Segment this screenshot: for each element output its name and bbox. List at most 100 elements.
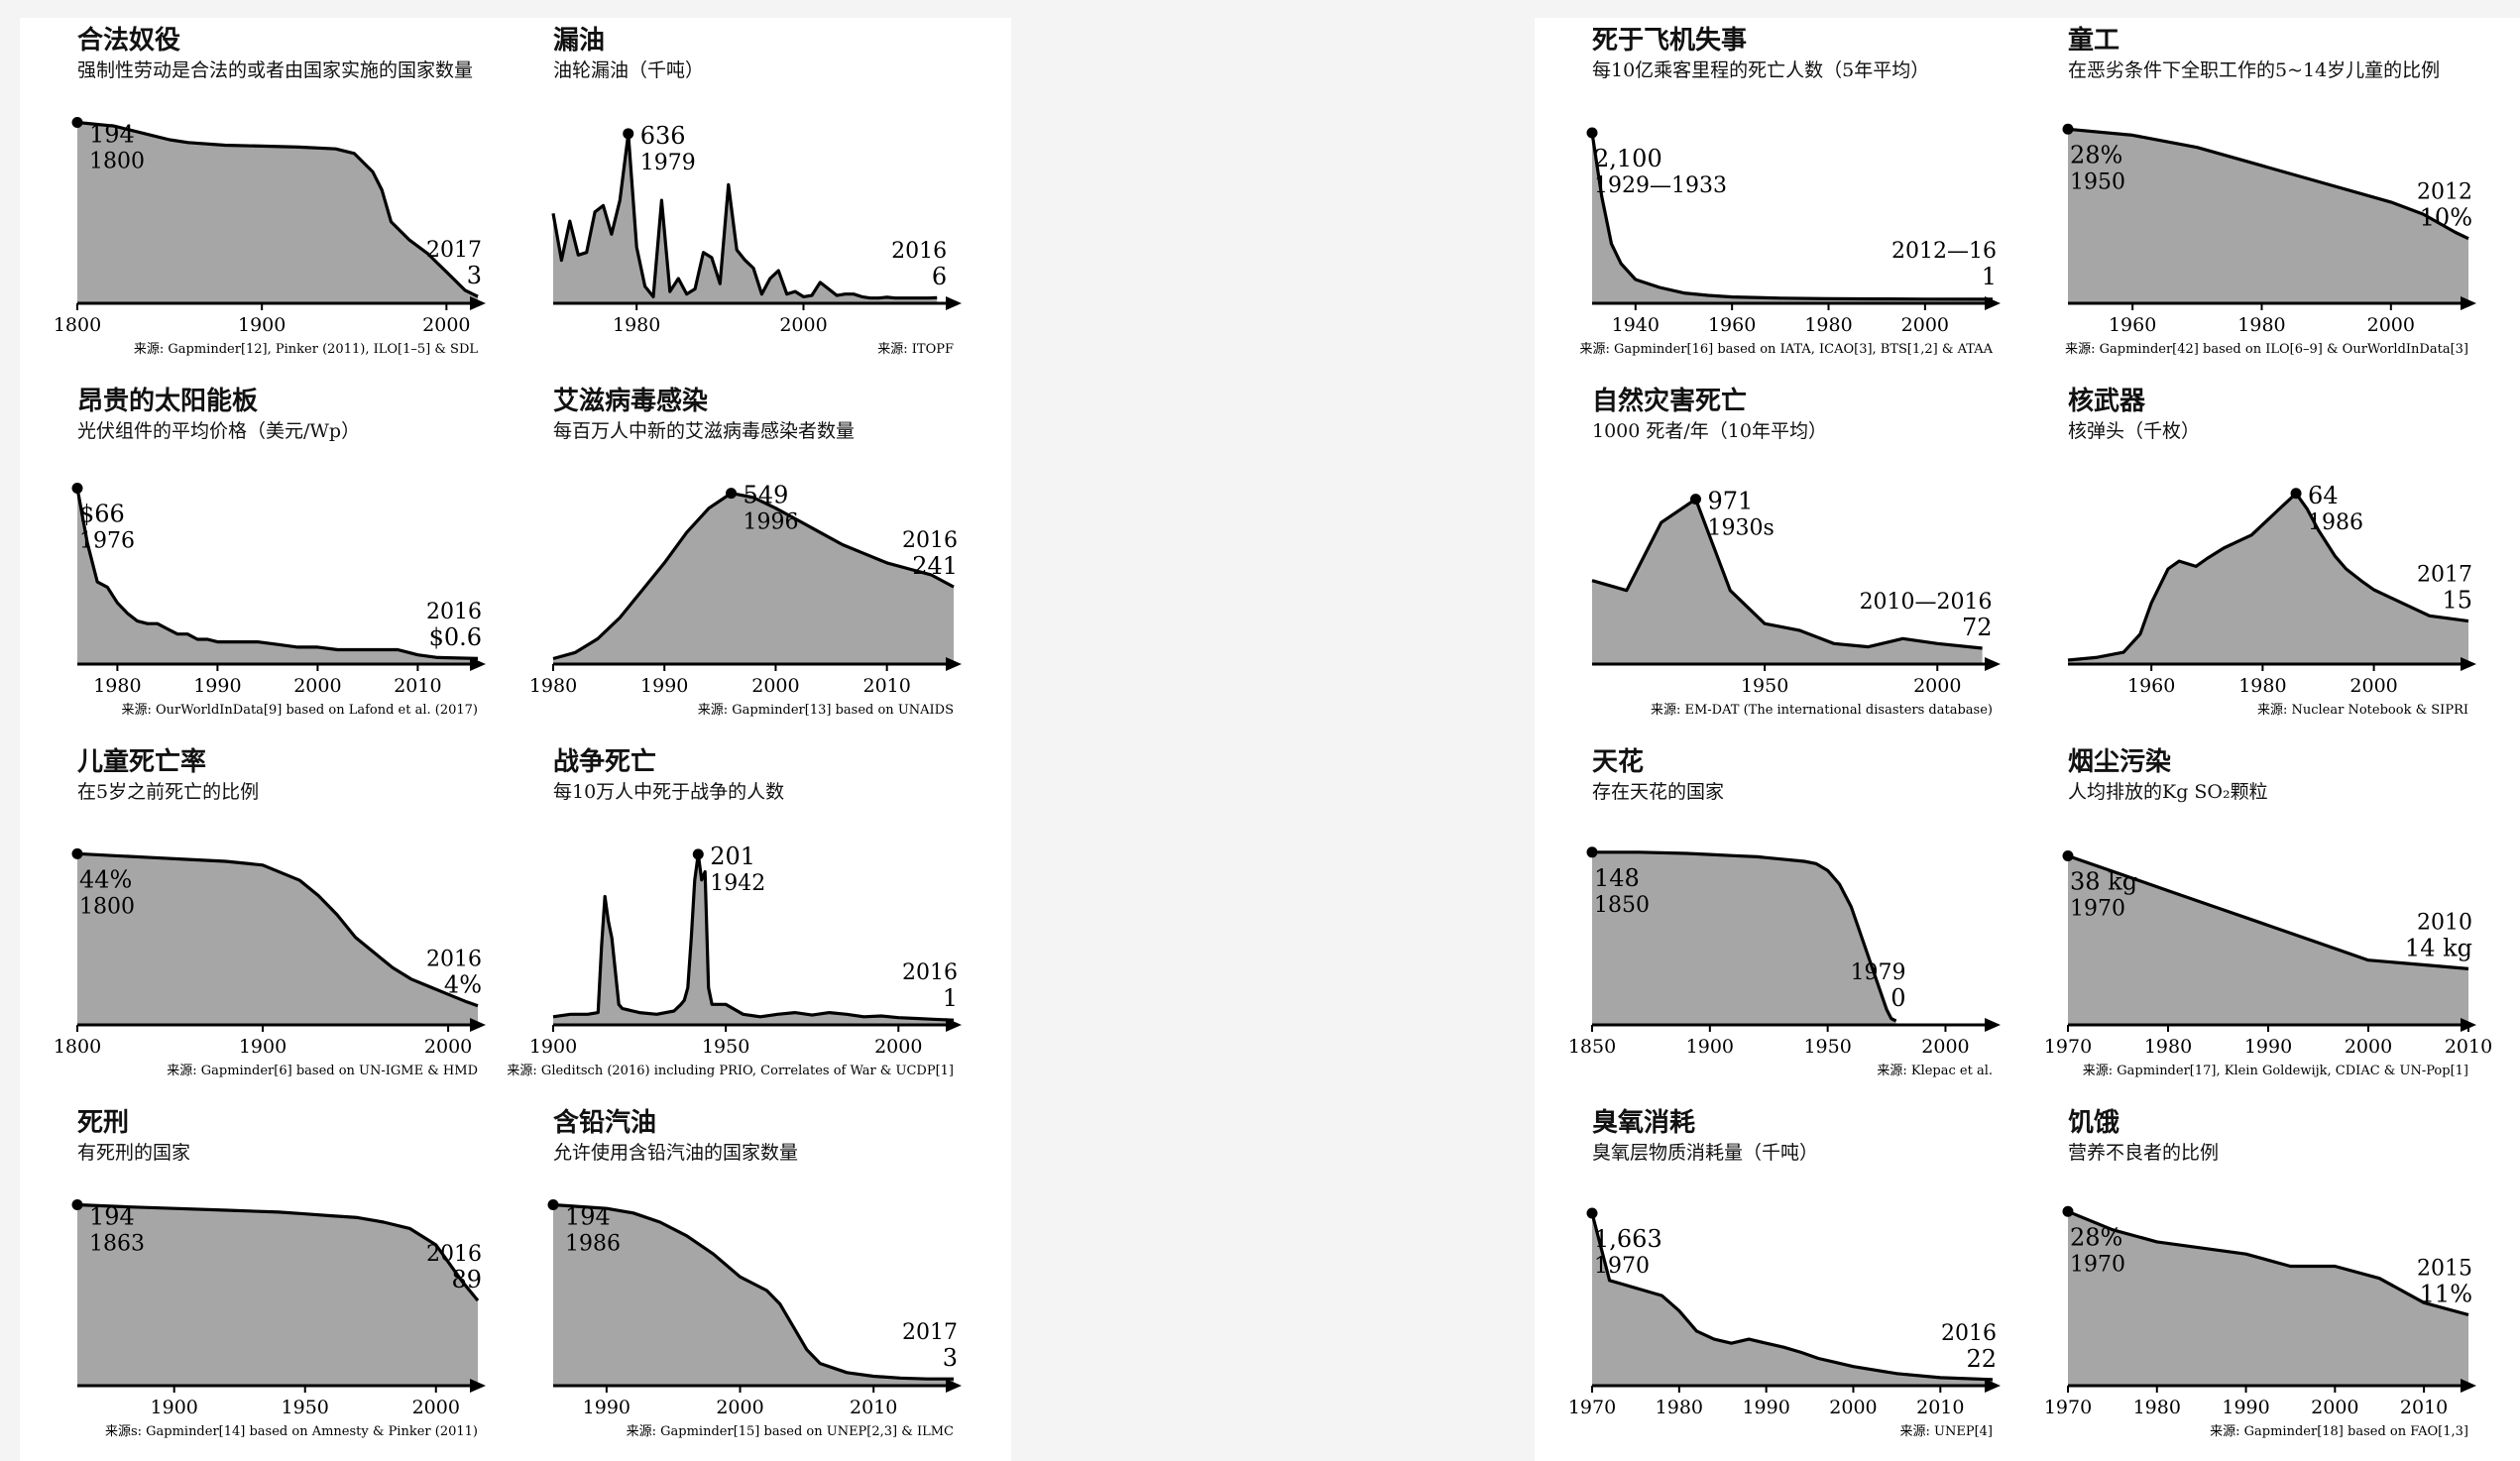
chart-panel-solar: 昂贵的太阳能板 光伏组件的平均价格（美元/Wp） 1980 1990 2000 2010 $… xyxy=(20,379,486,731)
x-tick-label: 2000 xyxy=(422,314,470,336)
highlight-year: 1850 xyxy=(1594,893,1650,918)
x-axis-arrow xyxy=(946,1379,962,1393)
x-tick-label: 1950 xyxy=(702,1036,749,1058)
chart-source: 来源: Gleditsch (2016) including PRIO, Cor… xyxy=(507,1064,954,1078)
left-page: 合法奴役 强制性劳动是合法的或者由国家实施的国家数量 1800 1900 2000 194… xyxy=(20,18,1011,1461)
x-axis-arrow xyxy=(470,296,486,310)
x-tick-label: 1990 xyxy=(640,675,688,697)
chart-subtitle: 存在天花的国家 xyxy=(1592,781,1725,803)
chart-title: 臭氧消耗 xyxy=(1592,1108,1696,1138)
chart-source: 来源: ITOPF xyxy=(877,342,954,357)
highlight-year: 1970 xyxy=(1594,1254,1650,1279)
highlight-dot xyxy=(71,117,83,129)
chart-source: 来源: Gapminder[42] based on ILO[6–9] & Ou… xyxy=(2065,342,2468,357)
end-year: 2012 xyxy=(2417,180,2472,205)
chart-source: 来源: Gapminder[18] based on FAO[1,3] xyxy=(2210,1424,2468,1439)
highlight-dot xyxy=(726,488,738,500)
end-value: $0.6 xyxy=(429,623,482,651)
x-tick-label: 1800 xyxy=(54,1036,101,1058)
highlight-value: 28% xyxy=(2070,141,2122,169)
series-area xyxy=(2068,855,2468,1025)
x-tick-label: 2000 xyxy=(751,675,799,697)
end-value: 89 xyxy=(451,1266,482,1293)
series-line xyxy=(1590,132,1994,301)
x-tick-label: 2000 xyxy=(412,1397,460,1418)
end-year: 2016 xyxy=(426,1242,482,1267)
x-tick-label: 1850 xyxy=(1568,1036,1616,1058)
chart-title: 合法奴役 xyxy=(77,26,181,56)
series-line xyxy=(76,851,479,1008)
highlight-year: 1970 xyxy=(2070,897,2125,922)
highlight-value: 148 xyxy=(1594,864,1640,892)
x-tick-label: 1980 xyxy=(613,314,660,336)
end-value: 3 xyxy=(467,262,482,289)
x-tick-label: 1980 xyxy=(93,675,141,697)
highlight-year: 1986 xyxy=(2308,510,2363,535)
end-year: 1979 xyxy=(1851,960,1906,985)
x-tick-label: 1960 xyxy=(2127,675,2175,697)
end-year: 2017 xyxy=(426,238,482,263)
x-tick-label: 2000 xyxy=(1921,1036,1969,1058)
x-tick-label: 2000 xyxy=(2311,1397,2358,1418)
chart-title: 死于飞机失事 xyxy=(1592,26,1748,56)
highlight-year: 1970 xyxy=(2070,1252,2125,1277)
end-year: 2017 xyxy=(902,1320,958,1345)
highlight-value: 44% xyxy=(79,865,132,893)
chart-title: 死刑 xyxy=(77,1108,130,1138)
series-line xyxy=(2067,1209,2469,1317)
chart-title: 烟尘污染 xyxy=(2068,747,2172,777)
x-tick-label: 1980 xyxy=(1804,314,1852,336)
x-axis-arrow xyxy=(1985,657,2001,671)
right-page: 死于飞机失事 每10亿乘客里程的死亡人数（5年平均） 1940 1960 1980 200… xyxy=(1535,18,2520,1461)
highlight-year: 1986 xyxy=(565,1232,621,1257)
x-tick-label: 2000 xyxy=(1913,675,1961,697)
x-tick-label: 2010 xyxy=(2445,1036,2492,1058)
highlight-dot xyxy=(71,1199,83,1211)
chart-source: 来源: Gapminder[6] based on UN-IGME & HMD xyxy=(167,1064,478,1078)
x-tick-label: 1900 xyxy=(529,1036,577,1058)
highlight-dot xyxy=(692,848,704,860)
end-value: 1 xyxy=(1982,263,1997,290)
x-axis-arrow xyxy=(2461,1379,2476,1393)
chart-panel-war: 战争死亡 每10万人中死于战争的人数 1900 1950 2000 201 1942 2016… xyxy=(496,739,962,1092)
series-line xyxy=(75,488,479,660)
series-line xyxy=(1592,850,1897,1023)
chart-subtitle: 每百万人中新的艾滋病毒感染者数量 xyxy=(553,420,856,442)
series-line xyxy=(552,852,955,1022)
x-tick-label: 1800 xyxy=(54,314,101,336)
highlight-year: 1800 xyxy=(89,150,145,174)
highlight-year: 1942 xyxy=(710,871,765,896)
x-tick-label: 2000 xyxy=(716,1397,763,1418)
x-tick-label: 1950 xyxy=(282,1397,329,1418)
x-tick-label: 1900 xyxy=(238,314,286,336)
x-tick-label: 2000 xyxy=(293,675,341,697)
x-axis-arrow xyxy=(470,657,486,671)
x-tick-label: 1990 xyxy=(193,675,241,697)
highlight-dot xyxy=(623,128,634,140)
series-line xyxy=(1591,498,1983,650)
chart-title: 天花 xyxy=(1592,747,1645,777)
end-value: 11% xyxy=(2420,1281,2472,1308)
chart-subtitle: 核弹头（千枚） xyxy=(2068,420,2201,442)
highlight-value: 201 xyxy=(710,843,755,870)
highlight-year: 1996 xyxy=(744,510,799,535)
series-area xyxy=(1592,851,1896,1025)
chart-panel-disaster: 自然灾害死亡 1000 死者/年（10年平均） 1950 2000 971 1930s 20… xyxy=(1535,379,2001,731)
chart-subtitle: 1000 死者/年（10年平均） xyxy=(1592,420,1827,442)
x-tick-label: 2000 xyxy=(874,1036,922,1058)
series-line xyxy=(2067,492,2469,662)
end-year: 2010 xyxy=(2417,910,2472,935)
end-year: 2012—16 xyxy=(1891,239,1997,264)
x-tick-label: 1970 xyxy=(1568,1397,1616,1418)
x-tick-label: 1970 xyxy=(2044,1397,2092,1418)
series-area xyxy=(553,133,938,303)
chart-panel-ozone: 臭氧消耗 臭氧层物质消耗量（千吨） 1970 1980 1990 2000 2010 1,66… xyxy=(1535,1100,2001,1453)
x-tick-label: 2010 xyxy=(2400,1397,2448,1418)
